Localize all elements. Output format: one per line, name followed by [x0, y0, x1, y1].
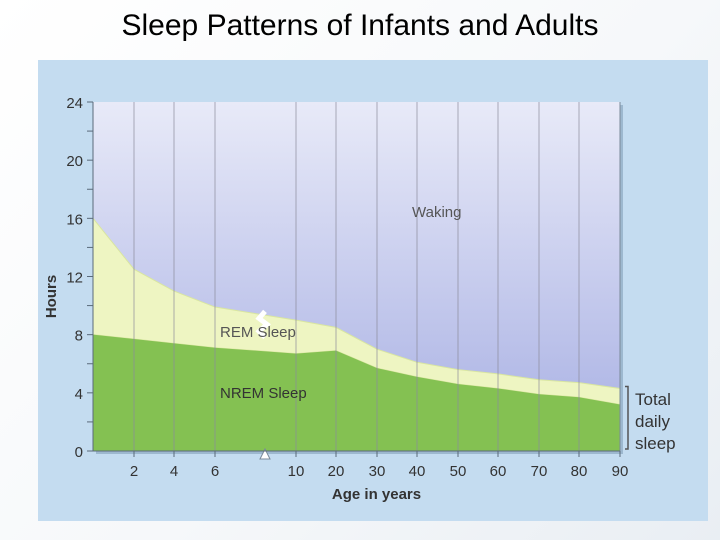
x-tick-label: 10 [288, 463, 305, 480]
y-tick-label: 20 [66, 153, 83, 170]
axis-break-mark [255, 309, 271, 340]
x-tick-label: 2 [130, 463, 138, 480]
x-tick-label: 6 [211, 463, 219, 480]
total-daily-sleep-label: Total [635, 390, 671, 409]
y-tick-label: 0 [75, 444, 83, 461]
x-tick-label: 4 [170, 463, 178, 480]
x-tick-label: 50 [450, 463, 467, 480]
y-tick-label: 4 [75, 386, 83, 403]
y-axis-title: Hours [43, 275, 60, 318]
x-tick-label: 40 [409, 463, 426, 480]
rem-sleep-label: REM Sleep [220, 324, 296, 341]
waking-label: Waking [412, 204, 461, 221]
nrem-sleep-label: NREM Sleep [220, 385, 307, 402]
y-tick-label: 16 [66, 211, 83, 228]
slide-title: Sleep Patterns of Infants and Adults [121, 9, 599, 42]
x-tick-label: 60 [490, 463, 507, 480]
y-tick-label: 8 [75, 328, 83, 345]
total-daily-sleep-label: daily [635, 412, 670, 431]
x-tick-label: 20 [328, 463, 345, 480]
x-tick-label: 80 [571, 463, 588, 480]
x-axis-title: Age in years [332, 486, 421, 503]
x-tick-label: 90 [612, 463, 629, 480]
nrem-sleep-area [93, 334, 620, 451]
axis-break-notch [259, 447, 271, 460]
y-tick-label: 12 [66, 270, 83, 287]
x-tick-label: 30 [369, 463, 386, 480]
y-tick-label: 24 [66, 95, 83, 112]
total-daily-sleep-label: sleep [635, 434, 676, 453]
figure-panel: 0 4 8 12 16 20 24 2 4 6 10 20 30 40 50 60 70 80 90 Age in y… [38, 60, 708, 521]
x-tick-label: 70 [531, 463, 548, 480]
total-sleep-bracket [625, 385, 629, 450]
